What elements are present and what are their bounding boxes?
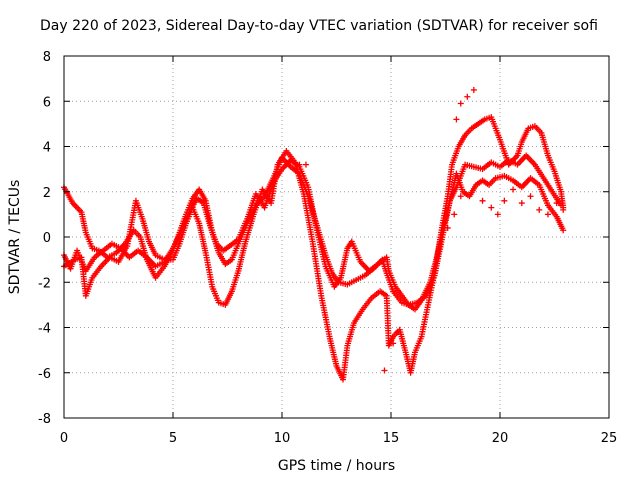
y-tick-label: 8 [43,50,51,65]
track-d-point [394,329,401,336]
track-d-point [457,193,464,200]
track-d-point [464,93,471,100]
y-tick-label: -2 [38,276,51,291]
track-d-point [518,200,525,207]
track-d-point [457,100,464,107]
track-d-point [553,200,560,207]
track-d-point [501,197,508,204]
track-d-point [390,340,397,347]
track-d-point [527,193,534,200]
track-d-point [453,116,460,123]
track-a-point [560,227,567,234]
x-tick-label: 15 [383,431,400,446]
track-d-point [296,161,303,168]
track-d-point [488,204,495,211]
y-tick-label: 2 [43,186,51,201]
x-tick-label: 0 [60,431,68,446]
track-d-point [536,206,543,213]
y-tick-label: 0 [43,231,51,246]
track-d-point [479,197,486,204]
track-d-point [302,161,309,168]
x-tick-label: 20 [492,431,509,446]
y-tick-label: -8 [38,412,51,427]
track-d-point [560,206,567,213]
y-axis-label: SDTVAR / TECUs [7,180,23,295]
track-d-point [470,86,477,93]
y-tick-label: 4 [43,141,51,156]
x-tick-label: 5 [169,431,177,446]
chart-title: Day 220 of 2023, Sidereal Day-to-day VTE… [40,18,598,34]
track-d-point [544,211,551,218]
x-tick-label: 25 [601,431,618,446]
track-d-point [494,211,501,218]
x-tick-label: 10 [274,431,291,446]
data-points [61,86,567,383]
x-axis-label: GPS time / hours [278,458,395,474]
track-d-point [381,367,388,374]
y-tick-label: -4 [38,322,51,337]
track-d-point [510,186,517,193]
track-d-point [451,211,458,218]
axis-ticks: 0 5 10 15 20 25 -8 -6 -4 -2 0 2 4 6 8 [38,50,617,446]
y-tick-label: 6 [43,95,51,110]
track-d-point [444,224,451,231]
y-tick-label: -6 [38,367,51,382]
